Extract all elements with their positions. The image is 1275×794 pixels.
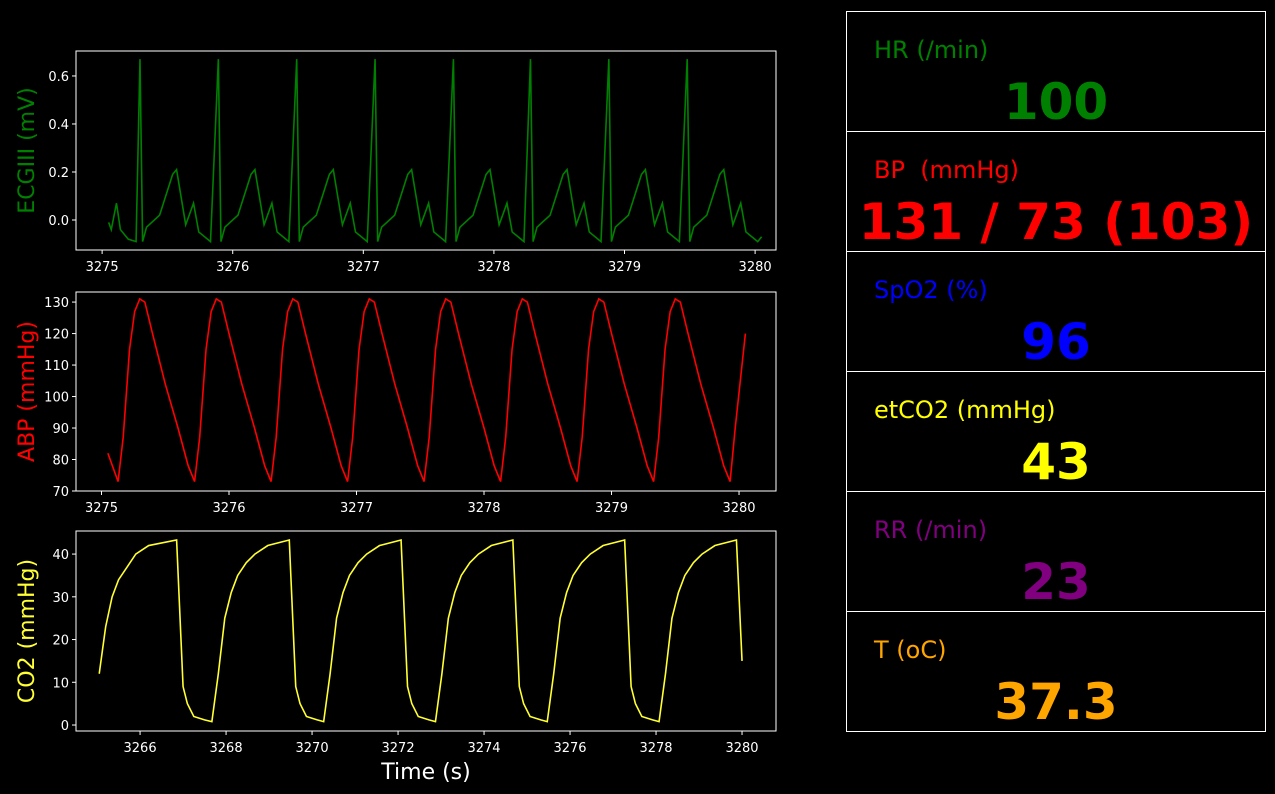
x-tick-label: 3276 bbox=[212, 501, 245, 516]
line bbox=[107, 297, 747, 482]
y-tick-label: 130 bbox=[44, 296, 69, 311]
x-tick-label: 3270 bbox=[296, 741, 329, 756]
vital-value: 43 bbox=[1021, 433, 1091, 491]
x-axis-label: Time (s) bbox=[380, 760, 470, 785]
y-tick-label: 80 bbox=[52, 454, 69, 469]
vital-label: HR (/min) bbox=[874, 36, 989, 64]
x-tick-label: 3275 bbox=[86, 260, 119, 275]
x-tick-label: 3272 bbox=[382, 741, 415, 756]
y-tick-label: 0 bbox=[61, 719, 69, 734]
y-tick-label: 0.0 bbox=[48, 214, 69, 229]
vital-value: 37.3 bbox=[994, 673, 1118, 731]
x-tick-label: 3276 bbox=[553, 741, 586, 756]
vital-value: 96 bbox=[1021, 313, 1091, 371]
vital-box: etCO2 (mmHg) 43 bbox=[846, 371, 1266, 492]
y-tick-label: 90 bbox=[52, 422, 69, 437]
x-tick-label: 3277 bbox=[340, 501, 373, 516]
y-axis-label: CO2 (mmHg) bbox=[15, 559, 40, 703]
x-tick-label: 3279 bbox=[595, 501, 628, 516]
y-tick-label: 20 bbox=[52, 634, 69, 649]
y-tick-label: 40 bbox=[52, 548, 69, 563]
x-tick-label: 3280 bbox=[722, 501, 755, 516]
y-axis-label: ECGIII (mV) bbox=[15, 87, 40, 213]
x-tick-label: 3278 bbox=[477, 260, 510, 275]
y-tick-label: 0.2 bbox=[48, 166, 69, 181]
axes-frame bbox=[75, 291, 777, 492]
vital-box: T (oC) 37.3 bbox=[846, 611, 1266, 732]
vital-label: RR (/min) bbox=[874, 516, 988, 544]
x-tick-label: 3268 bbox=[210, 741, 243, 756]
vital-value: 23 bbox=[1021, 553, 1091, 611]
y-tick-label: 70 bbox=[52, 485, 69, 500]
vital-box: RR (/min) 23 bbox=[846, 491, 1266, 612]
y-tick-label: 0.6 bbox=[48, 70, 69, 85]
axes-frame bbox=[75, 530, 777, 732]
x-tick-label: 3275 bbox=[85, 501, 118, 516]
line bbox=[98, 538, 743, 723]
vital-box: HR (/min) 100 bbox=[846, 11, 1266, 132]
x-tick-label: 3278 bbox=[639, 741, 672, 756]
y-tick-label: 110 bbox=[44, 359, 69, 374]
x-tick-label: 3276 bbox=[216, 260, 249, 275]
x-tick-label: 3280 bbox=[725, 741, 758, 756]
x-tick-label: 3266 bbox=[124, 741, 157, 756]
vital-label: SpO2 (%) bbox=[874, 276, 988, 304]
y-axis-label: ABP (mmHg) bbox=[15, 321, 40, 462]
x-tick-label: 3277 bbox=[347, 260, 380, 275]
vital-value: 131 / 73 (103) bbox=[858, 193, 1254, 251]
line bbox=[107, 59, 763, 244]
y-tick-label: 0.4 bbox=[48, 118, 69, 133]
vital-label: T (oC) bbox=[874, 636, 947, 664]
x-tick-label: 3278 bbox=[467, 501, 500, 516]
vital-value: 100 bbox=[1003, 73, 1109, 131]
axes-frame bbox=[75, 50, 777, 251]
y-tick-label: 10 bbox=[52, 676, 69, 691]
x-tick-label: 3280 bbox=[739, 260, 772, 275]
vital-label: etCO2 (mmHg) bbox=[874, 396, 1056, 424]
vital-label: BP (mmHg) bbox=[874, 156, 1019, 184]
x-tick-label: 3279 bbox=[608, 260, 641, 275]
vital-box: SpO2 (%) 96 bbox=[846, 251, 1266, 372]
x-tick-label: 3274 bbox=[467, 741, 500, 756]
charts: 3275 3276 3277 3278 3279 3280 0.0 0.2 0.4 0.6 ECGI… bbox=[15, 50, 777, 785]
y-tick-label: 30 bbox=[52, 591, 69, 606]
vital-box: BP (mmHg) 131 / 73 (103) bbox=[846, 131, 1266, 252]
y-tick-label: 100 bbox=[44, 391, 69, 406]
y-tick-label: 120 bbox=[44, 328, 69, 343]
